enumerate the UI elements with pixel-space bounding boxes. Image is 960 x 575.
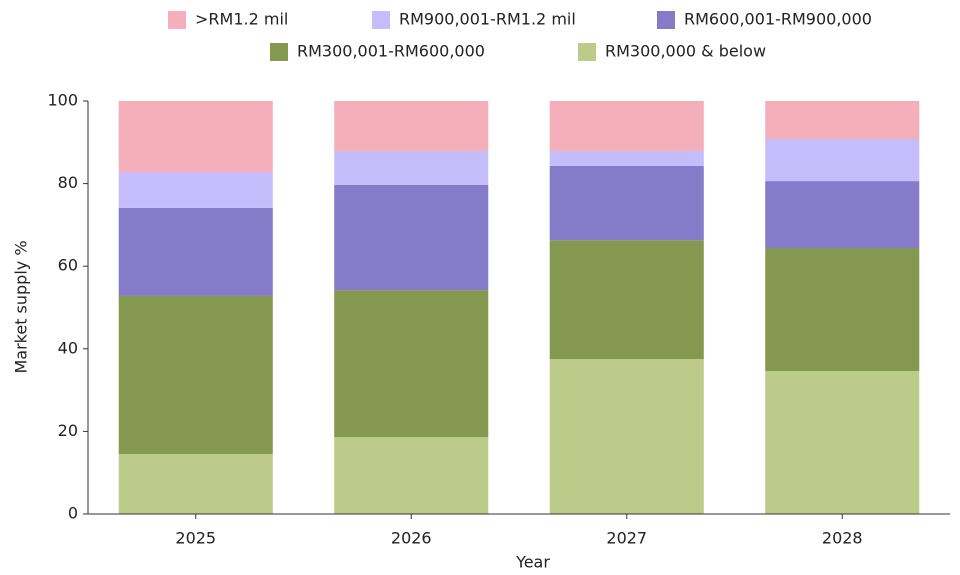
bar-segment xyxy=(334,437,489,514)
bar-segment xyxy=(334,290,489,438)
legend-label: >RM1.2 mil xyxy=(195,10,288,29)
bar-segment xyxy=(118,454,273,514)
x-tick-label: 2026 xyxy=(391,529,432,548)
legend-label: RM300,000 & below xyxy=(605,42,766,61)
y-tick-label: 80 xyxy=(58,173,78,192)
y-tick-label: 100 xyxy=(47,91,78,110)
x-axis-label: Year xyxy=(515,553,550,572)
legend-label: RM900,001-RM1.2 mil xyxy=(399,10,576,29)
bar-segment xyxy=(549,240,704,360)
bar-segment xyxy=(549,101,704,151)
legend-swatch xyxy=(657,11,675,29)
bar-segment xyxy=(334,101,489,151)
x-tick-label: 2025 xyxy=(175,529,216,548)
x-tick-label: 2028 xyxy=(822,529,863,548)
y-tick-label: 20 xyxy=(58,421,78,440)
bar-segment xyxy=(765,248,920,372)
legend-swatch xyxy=(168,11,186,29)
legend-swatch xyxy=(578,43,596,61)
bar-segment xyxy=(118,101,273,173)
bar-segment xyxy=(765,138,920,182)
bar-segment xyxy=(549,150,704,166)
legend-label: RM600,001-RM900,000 xyxy=(684,10,872,29)
bar-segment xyxy=(765,371,920,514)
y-tick-label: 40 xyxy=(58,338,78,357)
bar-segment xyxy=(549,165,704,241)
bar-segment xyxy=(765,181,920,249)
x-tick-label: 2027 xyxy=(606,529,647,548)
bar-segment xyxy=(334,150,489,185)
bar-segment xyxy=(118,172,273,208)
bar-segment xyxy=(118,207,273,296)
bar-segment xyxy=(118,295,273,455)
legend-swatch xyxy=(372,11,390,29)
y-tick-label: 60 xyxy=(58,256,78,275)
bar-segment xyxy=(765,101,920,139)
bar-segment xyxy=(334,184,489,291)
y-axis-label: Market supply % xyxy=(12,240,31,373)
bar-segment xyxy=(549,359,704,514)
legend-label: RM300,001-RM600,000 xyxy=(297,42,485,61)
y-tick-label: 0 xyxy=(68,504,78,523)
legend-swatch xyxy=(270,43,288,61)
